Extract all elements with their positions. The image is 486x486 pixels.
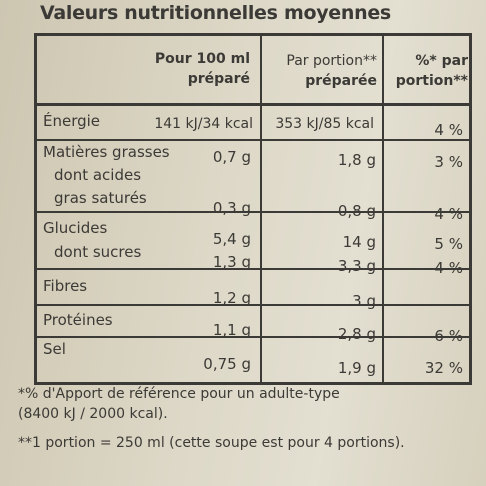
column-divider [382, 36, 384, 382]
row-label-dont-sucres: dont sucres [54, 243, 142, 261]
satures-ri: 4 % [434, 205, 463, 223]
sel-ri: 32 % [424, 359, 463, 377]
footnote-portion: **1 portion = 250 ml (cette soupe est po… [18, 435, 405, 451]
satures-per100: 0,3 g [212, 199, 251, 217]
row-divider [37, 139, 469, 141]
fibres-portion: 3 g [352, 292, 376, 310]
sucres-per100: 1,3 g [212, 253, 251, 271]
row-label-fibres: Fibres [43, 277, 88, 295]
proteines-ri: 6 % [434, 327, 463, 345]
row-label-glucides: Glucides [43, 219, 108, 237]
row-divider [37, 336, 469, 338]
row-label-proteines: Protéines [43, 311, 113, 329]
row-divider [37, 211, 469, 213]
header-divider [37, 103, 469, 106]
row-label-sel: Sel [43, 340, 66, 358]
matieres-ri: 3 % [434, 153, 463, 171]
row-label-gras-satures: gras saturés [54, 189, 147, 207]
sucres-portion: 3,3 g [337, 257, 376, 275]
header-portion: Par portion** préparée [262, 51, 377, 91]
header-per100-line1: Pour 100 ml [154, 51, 250, 67]
row-label-energie: Énergie [43, 112, 101, 130]
sucres-ri: 4 % [434, 259, 463, 277]
nutrition-table: Pour 100 ml préparé Par portion** prépar… [34, 33, 472, 385]
row-label-matieres-grasses: Matières grasses [43, 143, 170, 161]
row-label-dont-acides: dont acides [54, 166, 142, 184]
header-portion-line1: Par portion** [286, 53, 377, 69]
energie-portion: 353 kJ/85 kcal [275, 116, 374, 132]
sel-per100: 0,75 g [203, 355, 251, 373]
matieres-per100: 0,7 g [212, 148, 251, 166]
row-divider [37, 304, 469, 306]
header-ri: %* par portion** [384, 51, 468, 91]
fibres-per100: 1,2 g [212, 289, 251, 307]
glucides-portion: 14 g [342, 233, 376, 251]
sel-portion: 1,9 g [337, 359, 376, 377]
energie-ri: 4 % [434, 121, 463, 139]
matieres-portion: 1,8 g [337, 151, 376, 169]
column-divider [260, 36, 262, 382]
proteines-per100: 1,1 g [212, 321, 251, 339]
header-portion-line2: préparée [305, 73, 377, 89]
header-ri-line2: portion** [395, 73, 468, 89]
header-per100: Pour 100 ml préparé [37, 49, 250, 89]
footnote-ri-line1: *% d'Apport de référence pour un adulte-… [18, 386, 340, 402]
glucides-ri: 5 % [434, 235, 463, 253]
header-per100-line2: préparé [187, 71, 250, 87]
header-ri-line1: %* par [415, 53, 468, 69]
table-title: Valeurs nutritionnelles moyennes [40, 2, 391, 24]
satures-portion: 0,8 g [337, 202, 376, 220]
row-divider [37, 268, 469, 270]
proteines-portion: 2,8 g [337, 325, 376, 343]
glucides-per100: 5,4 g [212, 230, 251, 248]
energie-per100: 141 kJ/34 kcal [154, 116, 253, 132]
footnote-ri-line2: (8400 kJ / 2000 kcal). [18, 406, 168, 422]
